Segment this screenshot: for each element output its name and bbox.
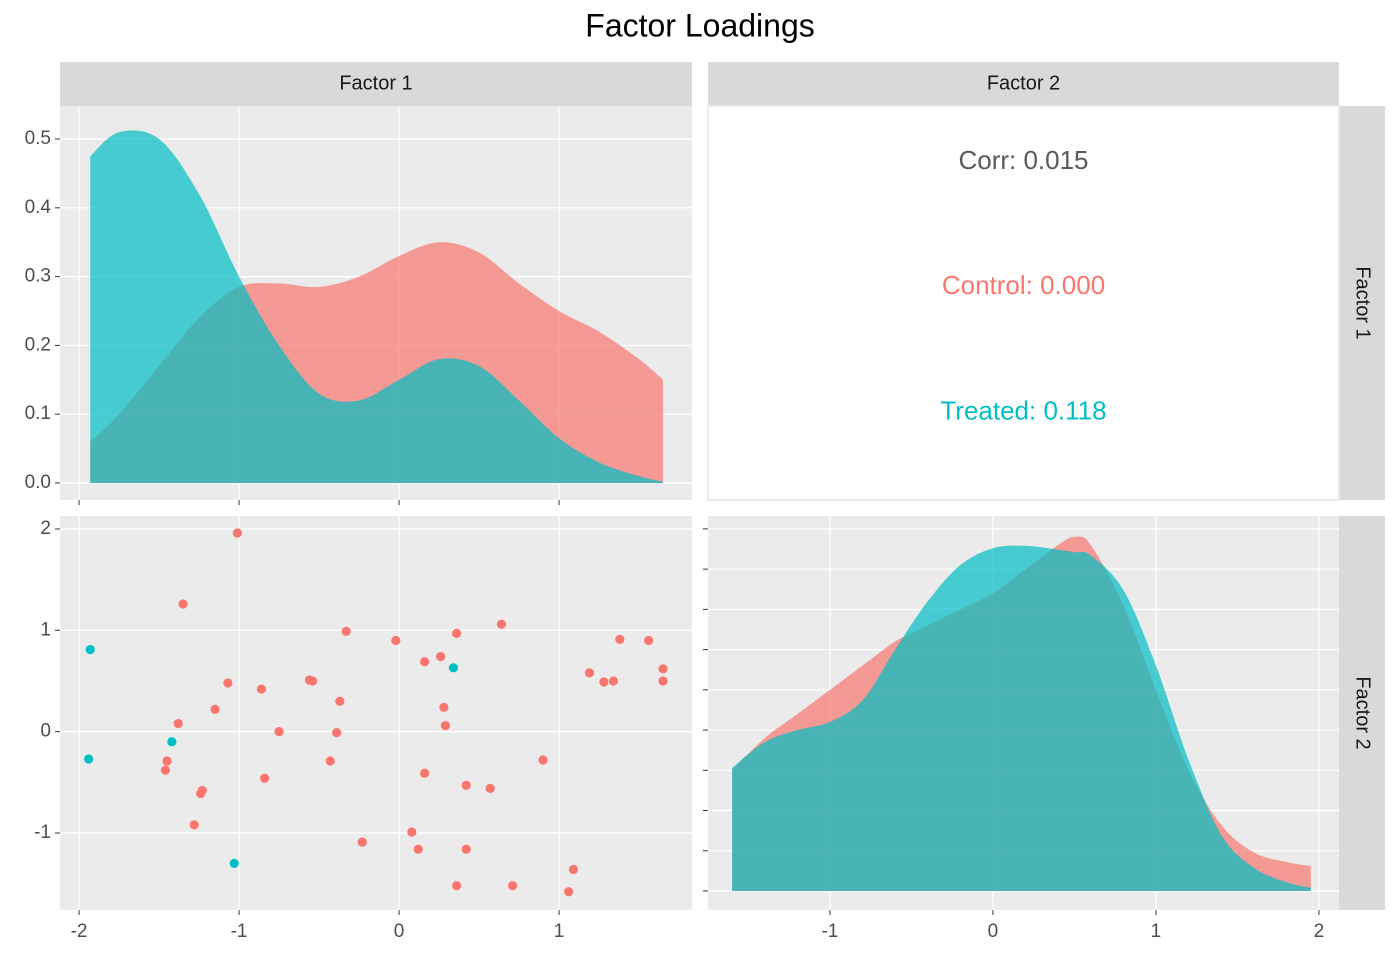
point [420, 768, 430, 778]
point [658, 664, 668, 674]
point [173, 718, 183, 729]
x-tick-label: 0 [394, 921, 405, 942]
point [496, 619, 507, 629]
point [436, 652, 446, 662]
point [420, 657, 430, 667]
point [644, 635, 654, 646]
point [85, 644, 95, 655]
point [308, 676, 318, 686]
point [584, 668, 595, 678]
row-strip-label: Factor 2 [1352, 676, 1374, 749]
point [448, 663, 459, 673]
point [538, 755, 548, 765]
point [615, 634, 625, 645]
column-strip-label: Factor 2 [987, 72, 1060, 94]
point [391, 635, 401, 646]
y-tick-label: 0 [40, 721, 51, 742]
y-tick-label: -1 [34, 822, 51, 843]
point [599, 677, 609, 687]
y-tick-label: 0.2 [25, 334, 51, 355]
x-tick-label: -1 [821, 921, 838, 942]
point [189, 820, 199, 830]
point [341, 626, 351, 636]
correlation-text: Control: 0.000 [942, 270, 1105, 300]
point [260, 773, 270, 783]
point [407, 827, 417, 837]
point [452, 628, 462, 638]
x-tick-label: -2 [71, 921, 88, 942]
correlation-text: Corr: 0.015 [958, 145, 1088, 175]
point [256, 684, 267, 694]
point [452, 881, 462, 891]
column-strip [708, 62, 1339, 106]
x-tick-label: -1 [231, 921, 248, 942]
point [413, 844, 423, 854]
point [229, 858, 239, 868]
point [357, 837, 367, 847]
point [439, 702, 449, 712]
point [608, 676, 619, 686]
row-strip-label: Factor 1 [1352, 266, 1374, 339]
column-strip [60, 62, 692, 106]
point [658, 676, 668, 686]
point [325, 756, 335, 766]
y-tick-label: 0.5 [25, 128, 51, 149]
point [178, 599, 188, 609]
point [461, 780, 471, 790]
y-tick-label: 1 [40, 619, 51, 640]
x-tick-label: 1 [1151, 921, 1162, 942]
column-strip-label: Factor 1 [339, 72, 412, 94]
panel-background [60, 516, 692, 910]
density-area [732, 545, 1311, 892]
point [160, 765, 171, 775]
x-tick-label: 0 [988, 921, 999, 942]
point [508, 881, 518, 891]
point [332, 728, 342, 738]
point [485, 783, 495, 793]
y-tick-label: 0.4 [25, 197, 52, 218]
point [84, 754, 94, 764]
point [223, 678, 233, 688]
x-tick-label: 2 [1314, 921, 1325, 942]
correlation-text: Treated: 0.118 [940, 395, 1106, 425]
y-tick-label: 0.0 [25, 472, 51, 493]
point [461, 844, 471, 854]
point [162, 756, 172, 766]
x-tick-label: 1 [554, 921, 565, 942]
point [232, 528, 243, 538]
y-tick-label: 0.3 [25, 266, 51, 287]
point [564, 887, 574, 897]
point [196, 788, 206, 799]
density-area [90, 130, 664, 484]
point [210, 704, 220, 714]
y-tick-label: 0.1 [25, 403, 51, 424]
chart-title: Factor Loadings [585, 7, 814, 43]
y-tick-label: 2 [40, 518, 51, 539]
row-strip [1339, 106, 1385, 500]
point [440, 720, 451, 731]
point [167, 737, 177, 747]
point [274, 727, 284, 737]
point [568, 864, 579, 875]
row-strip [1339, 516, 1385, 910]
point [335, 696, 345, 706]
panel-background [707, 105, 1340, 501]
